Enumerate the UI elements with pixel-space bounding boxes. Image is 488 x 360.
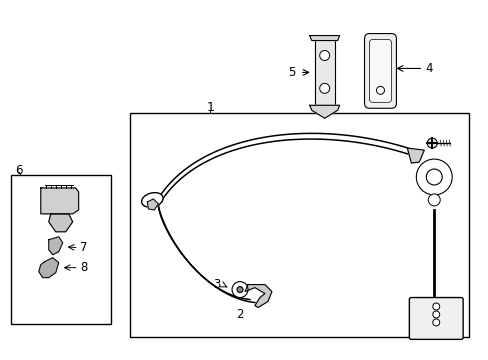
Circle shape: [376, 86, 384, 94]
Circle shape: [426, 169, 441, 185]
Text: 8: 8: [80, 261, 87, 274]
Polygon shape: [41, 188, 79, 214]
Polygon shape: [314, 36, 334, 105]
Polygon shape: [309, 36, 339, 41]
Text: 5: 5: [287, 66, 295, 79]
Bar: [11, 175, 110, 324]
Polygon shape: [49, 237, 62, 255]
Text: 2: 2: [236, 308, 244, 321]
Text: 1: 1: [206, 101, 214, 114]
Text: 6: 6: [15, 163, 22, 176]
Circle shape: [232, 282, 247, 298]
Polygon shape: [49, 214, 73, 232]
Polygon shape: [309, 105, 339, 118]
FancyBboxPatch shape: [408, 298, 462, 339]
FancyBboxPatch shape: [364, 33, 396, 108]
Circle shape: [432, 311, 439, 318]
Bar: [130, 113, 468, 337]
Circle shape: [427, 194, 439, 206]
Circle shape: [319, 84, 329, 93]
Text: 3: 3: [213, 278, 221, 291]
Text: 4: 4: [425, 62, 432, 75]
Circle shape: [432, 303, 439, 310]
Polygon shape: [407, 148, 424, 163]
Text: 7: 7: [80, 241, 87, 254]
Circle shape: [415, 159, 451, 195]
Circle shape: [237, 287, 243, 293]
Ellipse shape: [142, 193, 163, 207]
Polygon shape: [39, 258, 59, 278]
Polygon shape: [147, 199, 158, 210]
Circle shape: [432, 319, 439, 326]
FancyBboxPatch shape: [369, 40, 390, 102]
Circle shape: [427, 138, 436, 148]
Polygon shape: [244, 285, 271, 307]
Circle shape: [319, 50, 329, 60]
